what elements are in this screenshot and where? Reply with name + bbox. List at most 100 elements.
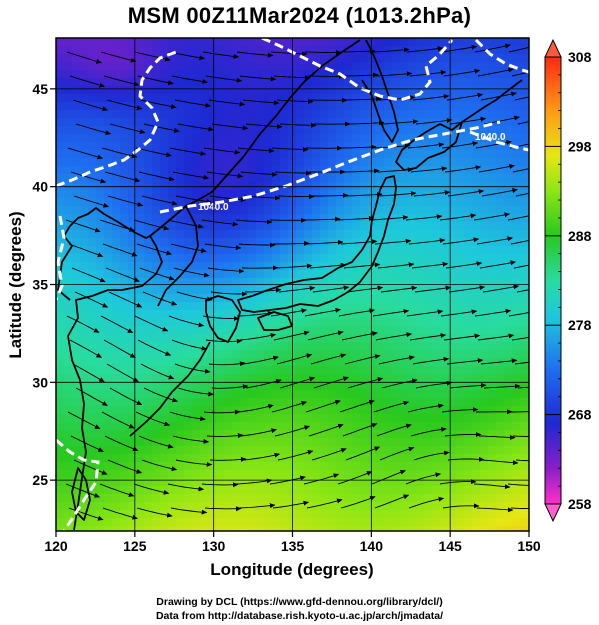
field-cell [368, 286, 377, 295]
field-cell [104, 134, 113, 143]
field-cell [448, 382, 457, 391]
field-cell [112, 118, 121, 127]
field-cell [152, 54, 161, 63]
field-cell [88, 366, 97, 375]
field-cell [360, 518, 369, 527]
field-cell [424, 214, 433, 223]
field-cell [448, 414, 457, 423]
field-cell [120, 238, 129, 247]
field-cell [512, 326, 521, 335]
field-cell [464, 510, 473, 519]
field-cell [416, 502, 425, 511]
field-cell [352, 438, 361, 447]
field-cell [224, 78, 233, 87]
field-cell [88, 294, 97, 303]
field-cell [280, 390, 289, 399]
field-cell [480, 230, 489, 239]
field-cell [240, 134, 249, 143]
field-cell [112, 358, 121, 367]
field-cell [72, 222, 81, 231]
field-cell [376, 326, 385, 335]
field-cell [504, 310, 513, 319]
field-cell [224, 94, 233, 103]
streamline [371, 469, 406, 485]
field-cell [256, 526, 265, 531]
field-cell [320, 174, 329, 183]
field-cell [272, 294, 281, 303]
field-cell [368, 430, 377, 439]
field-cell [72, 262, 81, 271]
field-cell [296, 486, 305, 495]
field-cell [184, 102, 193, 111]
streamline [306, 239, 344, 245]
field-cell [232, 422, 241, 431]
field-cell [120, 398, 129, 407]
field-cell [216, 78, 225, 87]
field-cell [128, 190, 137, 199]
field-cell [496, 182, 505, 191]
field-cell [320, 406, 329, 415]
field-cell [448, 438, 457, 447]
field-cell [432, 118, 441, 127]
kyushu [205, 295, 241, 343]
field-cell [384, 134, 393, 143]
field-cell [96, 126, 105, 135]
field-cell [296, 94, 305, 103]
field-cell [360, 126, 369, 135]
field-cell [264, 134, 273, 143]
field-cell [200, 70, 209, 79]
field-cell [320, 126, 329, 135]
field-cell [248, 446, 257, 455]
field-cell [320, 294, 329, 303]
streamline [409, 333, 447, 341]
field-cell [480, 446, 489, 455]
field-cell [232, 102, 241, 111]
field-cell [232, 246, 241, 255]
field-cell [128, 334, 137, 343]
field-cell [504, 422, 513, 431]
field-cell [296, 382, 305, 391]
field-cell [312, 62, 321, 71]
field-cell [240, 54, 249, 63]
field-cell [224, 174, 233, 183]
field-cell [312, 246, 321, 255]
field-cell [208, 158, 217, 167]
field-cell [264, 222, 273, 231]
field-cell [312, 254, 321, 263]
streamline [483, 383, 521, 389]
field-cell [128, 278, 137, 287]
field-cell [56, 54, 65, 63]
field-cell [368, 142, 377, 151]
field-cell [456, 230, 465, 239]
streamline [415, 380, 453, 389]
field-cell [480, 398, 489, 407]
field-cell [224, 190, 233, 199]
field-cell [344, 222, 353, 231]
field-cell [104, 246, 113, 255]
field-cell [504, 294, 513, 303]
field-cell [400, 486, 409, 495]
field-cell [88, 158, 97, 167]
field-cell [328, 406, 337, 415]
streamline [306, 498, 343, 509]
field-cell [56, 294, 65, 303]
field-cell [224, 302, 233, 311]
x-tick-label: 140 [360, 538, 384, 554]
streamline [480, 358, 518, 365]
field-cell [448, 134, 457, 143]
field-cell [112, 470, 121, 479]
field-cell [344, 206, 353, 215]
field-cell [136, 254, 145, 263]
field-cell [152, 174, 161, 183]
coastlines [57, 39, 523, 531]
field-cell [168, 134, 177, 143]
field-cell [88, 406, 97, 415]
field-cell [192, 78, 201, 87]
field-cell [296, 142, 305, 151]
field-cell [104, 478, 113, 487]
field-cell [256, 254, 265, 263]
field-cell [512, 86, 521, 95]
field-cell [64, 326, 73, 335]
field-cell [392, 222, 401, 231]
field-cell [224, 478, 233, 487]
